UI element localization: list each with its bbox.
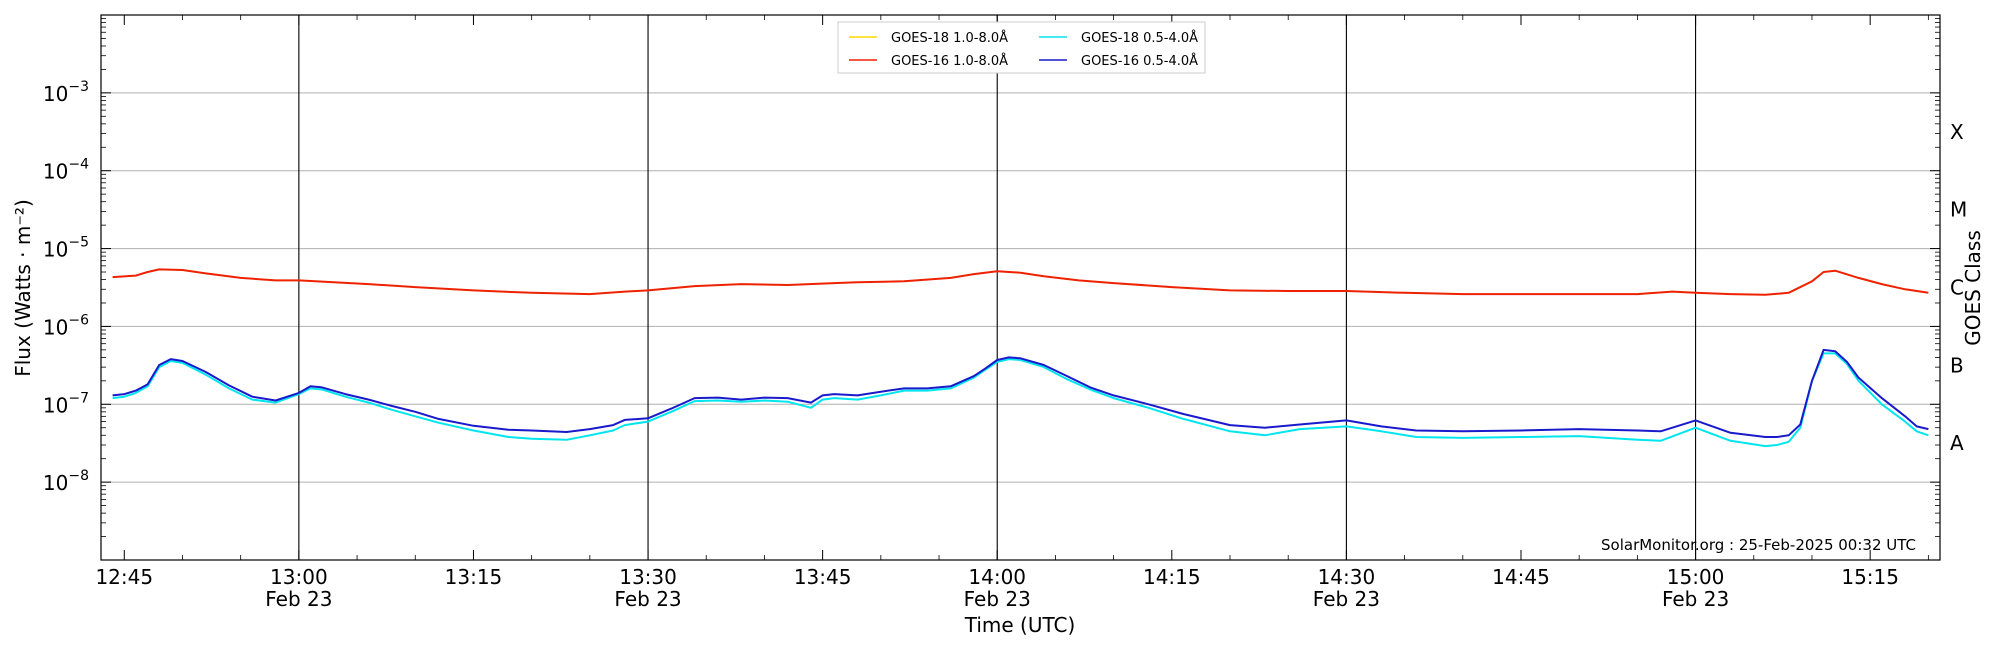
goes-class-label: A [1950,431,1964,455]
x-tick-label: 15:15 [1841,565,1899,589]
series-line [112,348,1929,438]
y-tick-label: 10−8 [43,468,89,495]
x-tick-label: 14:30 [1318,565,1376,589]
y-tick-label: 10−3 [43,79,89,106]
y-tick-base: 10 [43,238,68,262]
credit-text: SolarMonitor.org : 25-Feb-2025 00:32 UTC [1601,536,1916,554]
series-line [112,268,1929,296]
x-tick-label: 13:30 [619,565,677,589]
y-tick-exponent: −7 [68,390,89,406]
y-tick-base: 10 [43,82,68,106]
legend: GOES-18 1.0-8.0Å GOES-16 1.0-8.0Å GOES-18 … [837,21,1206,74]
x-tick-label: 13:00 [270,565,328,589]
goes-class-label: M [1950,198,1967,222]
x-tick-label: 13:15 [445,565,503,589]
y-tick-base: 10 [43,315,68,339]
goes-class-label: B [1950,353,1964,377]
legend-label: GOES-16 1.0-8.0Å [891,53,1008,69]
x-tick-sublabel: Feb 23 [964,587,1031,611]
legend-label: GOES-16 0.5-4.0Å [1081,53,1198,69]
x-tick-sublabel: Feb 23 [265,587,332,611]
plot-frame [100,14,1941,561]
x-tick-label: 14:45 [1492,565,1550,589]
goes-class-label: X [1950,120,1964,144]
x-tick-label: 14:15 [1143,565,1201,589]
y-tick-exponent: −8 [68,468,89,484]
x-tick-label: 14:00 [968,565,1026,589]
goes-class-label: C [1950,276,1964,300]
y-tick-label: 10−4 [43,157,89,184]
y-tick-label: 10−7 [43,390,89,417]
x-tick-sublabel: Feb 23 [1662,587,1729,611]
y-tick-exponent: −5 [68,235,89,251]
goes-class-labels: A B C M X [1950,120,1967,455]
vertical-day-lines [298,15,1697,560]
y-tick-exponent: −6 [68,312,89,328]
y-tick-exponent: −3 [68,79,89,95]
y-tick-labels: 10−810−710−610−510−410−3 [43,79,89,495]
y-tick-label: 10−5 [43,235,89,262]
series-lines [112,268,1929,448]
gridlines [101,92,1940,483]
x-tick-label: 15:00 [1667,565,1725,589]
x-tick-label: 13:45 [794,565,852,589]
legend-box [837,21,1206,74]
y-tick-exponent: −4 [68,157,89,173]
y-tick-label: 10−6 [43,312,89,339]
x-axis-title: Time (UTC) [964,613,1076,637]
y-tick-base: 10 [43,160,68,184]
series-line [112,352,1929,448]
y-tick-base: 10 [43,393,68,417]
axis-ticks [101,14,1940,561]
y-axis-title: Flux (Watts · m⁻²) [11,199,35,377]
y2-axis-title: GOES Class [1961,230,1985,346]
x-tick-sublabel: Feb 23 [614,587,681,611]
x-tick-sublabel: Feb 23 [1313,587,1380,611]
legend-label: GOES-18 1.0-8.0Å [891,30,1008,46]
y-tick-base: 10 [43,471,68,495]
x-tick-label: 12:45 [95,565,153,589]
legend-label: GOES-18 0.5-4.0Å [1081,30,1198,46]
